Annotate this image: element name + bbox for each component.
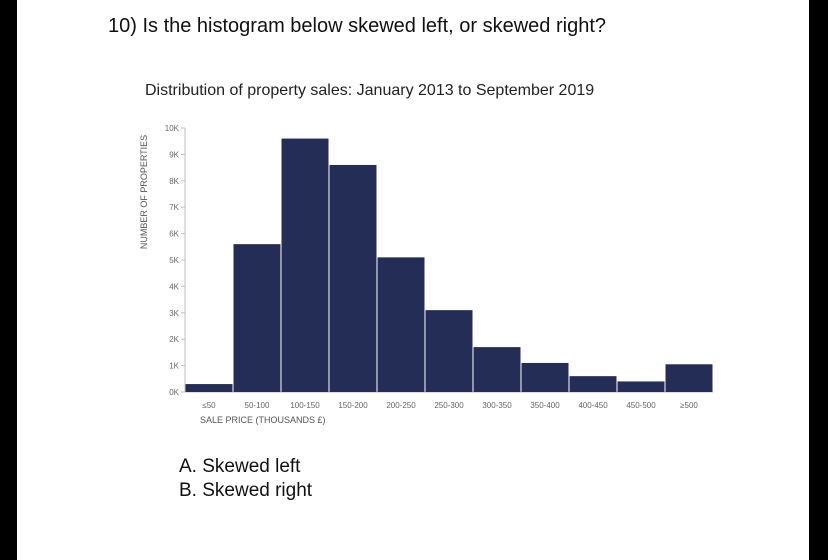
worksheet-page: 10) Is the histogram below skewed left, …: [17, 0, 809, 560]
x-axis-label: SALE PRICE (THOUSANDS £): [200, 415, 326, 425]
x-tick-label: ≥500: [680, 401, 698, 410]
option-b[interactable]: B. Skewed right: [179, 480, 313, 501]
histogram-bar: [665, 364, 713, 392]
x-tick-label: 350-400: [530, 401, 560, 410]
y-tick-label: 9K: [169, 150, 179, 159]
chart-title: Distribution of property sales: January …: [145, 82, 595, 99]
y-tick-label: 8K: [169, 177, 179, 186]
y-tick-label: 5K: [169, 256, 179, 265]
x-tick-label: 50-100: [245, 401, 270, 410]
histogram-bar: [569, 376, 617, 392]
x-tick-label: 200-250: [386, 401, 416, 410]
x-tick-label: 100-150: [290, 401, 320, 410]
y-tick-label: 0K: [169, 388, 179, 397]
histogram-bar: [233, 244, 281, 392]
histogram-bar: [521, 362, 569, 392]
x-tick-label: ≤50: [202, 401, 216, 410]
histogram-bar: [329, 164, 377, 392]
histogram-bar: [185, 384, 233, 392]
histogram-bar: [281, 138, 329, 392]
y-axis-label: NUMBER OF PROPERTIES: [139, 135, 149, 249]
histogram-bar: [377, 257, 425, 392]
y-tick-label: 2K: [169, 335, 179, 344]
x-tick-label: 250-300: [434, 401, 464, 410]
y-tick-label: 1K: [169, 362, 179, 371]
histogram-bar: [425, 310, 473, 392]
x-tick-label: 300-350: [482, 401, 512, 410]
x-tick-label: 150-200: [338, 401, 368, 410]
y-tick-label: 6K: [169, 230, 179, 239]
question-text: 10) Is the histogram below skewed left, …: [108, 15, 607, 37]
x-tick-label: 450-500: [626, 401, 656, 410]
histogram-bar: [617, 381, 665, 392]
y-tick-label: 10K: [165, 124, 180, 133]
y-tick-label: 3K: [169, 309, 179, 318]
option-a[interactable]: A. Skewed left: [179, 456, 301, 477]
histogram-chart: 0K 1K 2K 3K 4K 5K 6K 7K 8K 9K 10K ≤50 50-100 100-150 1…: [139, 124, 713, 425]
answer-options: A. Skewed left B. Skewed right: [179, 455, 312, 503]
histogram-bar: [473, 347, 521, 392]
y-tick-label: 7K: [169, 203, 179, 212]
y-tick-label: 4K: [169, 282, 179, 291]
x-tick-label: 400-450: [578, 401, 608, 410]
